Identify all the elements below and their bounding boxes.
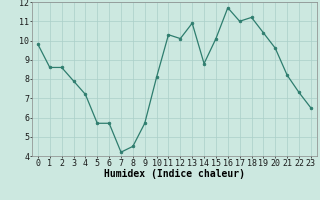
X-axis label: Humidex (Indice chaleur): Humidex (Indice chaleur)	[104, 169, 245, 179]
